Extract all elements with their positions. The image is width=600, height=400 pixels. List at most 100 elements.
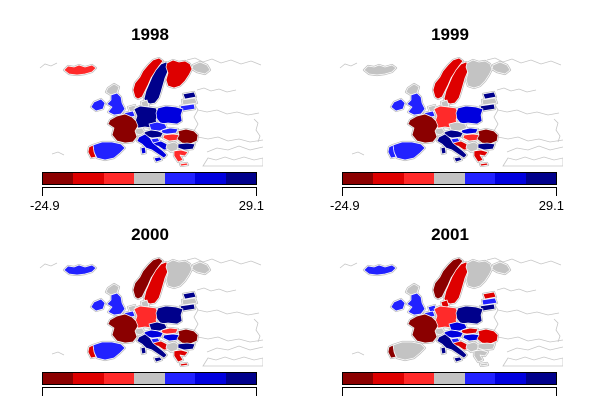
europe-choropleth-map — [37, 57, 263, 167]
country-finland — [465, 259, 493, 289]
country-romania — [176, 128, 199, 145]
panel-title: 2000 — [131, 225, 169, 244]
country-serbia — [165, 141, 180, 153]
map-panel-2001: 2001 -24.9 29.1 — [300, 200, 600, 400]
basemap-outline — [486, 257, 562, 266]
country-greece — [473, 149, 489, 163]
basemap-outline — [497, 336, 563, 343]
europe-map-svg — [39, 57, 263, 167]
country-spain — [392, 341, 426, 361]
legend-segment-c2 — [73, 173, 104, 184]
country-sicily — [153, 156, 163, 163]
country-italy — [136, 333, 168, 359]
basemap-outline — [339, 62, 358, 69]
country-kola — [191, 261, 211, 275]
country-poland — [155, 105, 184, 125]
legend-min-label: -24.9 — [330, 398, 360, 400]
europe-map-svg — [339, 257, 563, 367]
panel-title: 1998 — [131, 25, 169, 44]
basemap-outline — [51, 351, 65, 356]
europe-map-svg — [339, 57, 563, 167]
legend-max-label: 29.1 — [239, 398, 264, 400]
country-estonia — [182, 291, 197, 300]
basemap-outline — [496, 87, 537, 93]
country-crete — [479, 162, 489, 167]
country-uk — [106, 92, 126, 116]
legend-segment-c1 — [43, 373, 74, 384]
legend-axis-bracket — [42, 187, 257, 196]
color-scale-bar — [342, 172, 557, 185]
basemap-outline — [497, 136, 563, 143]
country-norway — [432, 57, 464, 100]
country-poland — [155, 305, 184, 325]
legend-segment-c3 — [403, 173, 435, 184]
basemap-outline — [486, 57, 562, 66]
basemap-outline — [351, 351, 365, 356]
country-bulgaria — [477, 342, 496, 351]
basemap-outline — [196, 87, 237, 93]
country-finland — [465, 59, 493, 89]
legend-max-label: 29.1 — [539, 398, 564, 400]
country-portugal — [387, 144, 397, 159]
basemap-outline — [51, 151, 65, 156]
legend-max-label: 29.1 — [238, 198, 264, 213]
country-ireland — [90, 298, 106, 312]
country-france — [107, 313, 139, 344]
country-latvia — [481, 297, 498, 306]
country-france — [407, 113, 439, 144]
basemap-outline — [339, 262, 358, 269]
basemap-outline — [351, 151, 365, 156]
legend-segment-c3 — [103, 373, 135, 384]
legend-segment-c4 — [434, 373, 465, 384]
country-kola — [491, 61, 511, 75]
country-crete — [179, 362, 189, 367]
country-greece — [173, 349, 189, 363]
basemap-outline — [196, 287, 237, 293]
basemap-outline — [206, 145, 263, 153]
country-serbia — [465, 341, 480, 353]
country-romania — [476, 128, 499, 145]
europe-choropleth-map — [337, 57, 563, 167]
basemap-outline — [206, 345, 263, 353]
country-portugal — [387, 344, 397, 359]
country-portugal — [87, 344, 97, 359]
color-scale-bar — [42, 372, 257, 385]
europe-choropleth-map — [337, 257, 563, 367]
country-iceland — [63, 264, 97, 276]
legend-segment-c5 — [164, 373, 196, 384]
country-greece — [473, 349, 489, 363]
country-sicily — [453, 156, 463, 163]
basemap-outline — [186, 257, 262, 266]
legend-segment-c6 — [495, 173, 526, 184]
map-panel-1999: 1999 -24.9 29.1 — [300, 0, 600, 213]
country-iceland — [63, 64, 97, 76]
country-norway — [132, 57, 164, 100]
country-france — [107, 113, 139, 144]
country-romania — [476, 328, 499, 345]
legend-segment-c5 — [164, 173, 196, 184]
basemap-outline — [502, 356, 563, 367]
legend-min-label: -24.9 — [30, 398, 60, 400]
country-estonia — [182, 91, 197, 100]
country-uk — [106, 292, 126, 316]
legend-max-label: 29.1 — [538, 198, 564, 213]
country-italy — [136, 133, 168, 159]
basemap-outline — [506, 345, 563, 353]
country-sardinia — [140, 346, 147, 355]
legend-min-label: -24.9 — [330, 198, 360, 213]
basemap-outline — [253, 318, 261, 343]
legend-segment-c4 — [434, 173, 465, 184]
country-sardinia — [440, 346, 447, 355]
country-finland — [165, 59, 193, 89]
basemap-outline — [197, 136, 263, 143]
basemap-outline — [202, 156, 263, 167]
country-ireland — [390, 98, 406, 112]
country-bulgaria — [177, 142, 196, 151]
country-italy — [436, 133, 468, 159]
panel-title: 1999 — [431, 25, 469, 44]
legend-segment-c4 — [134, 173, 165, 184]
country-sicily — [153, 356, 163, 363]
legend-segment-c2 — [73, 373, 104, 384]
legend-axis-bracket — [342, 387, 557, 396]
europe-map-svg — [39, 257, 263, 367]
